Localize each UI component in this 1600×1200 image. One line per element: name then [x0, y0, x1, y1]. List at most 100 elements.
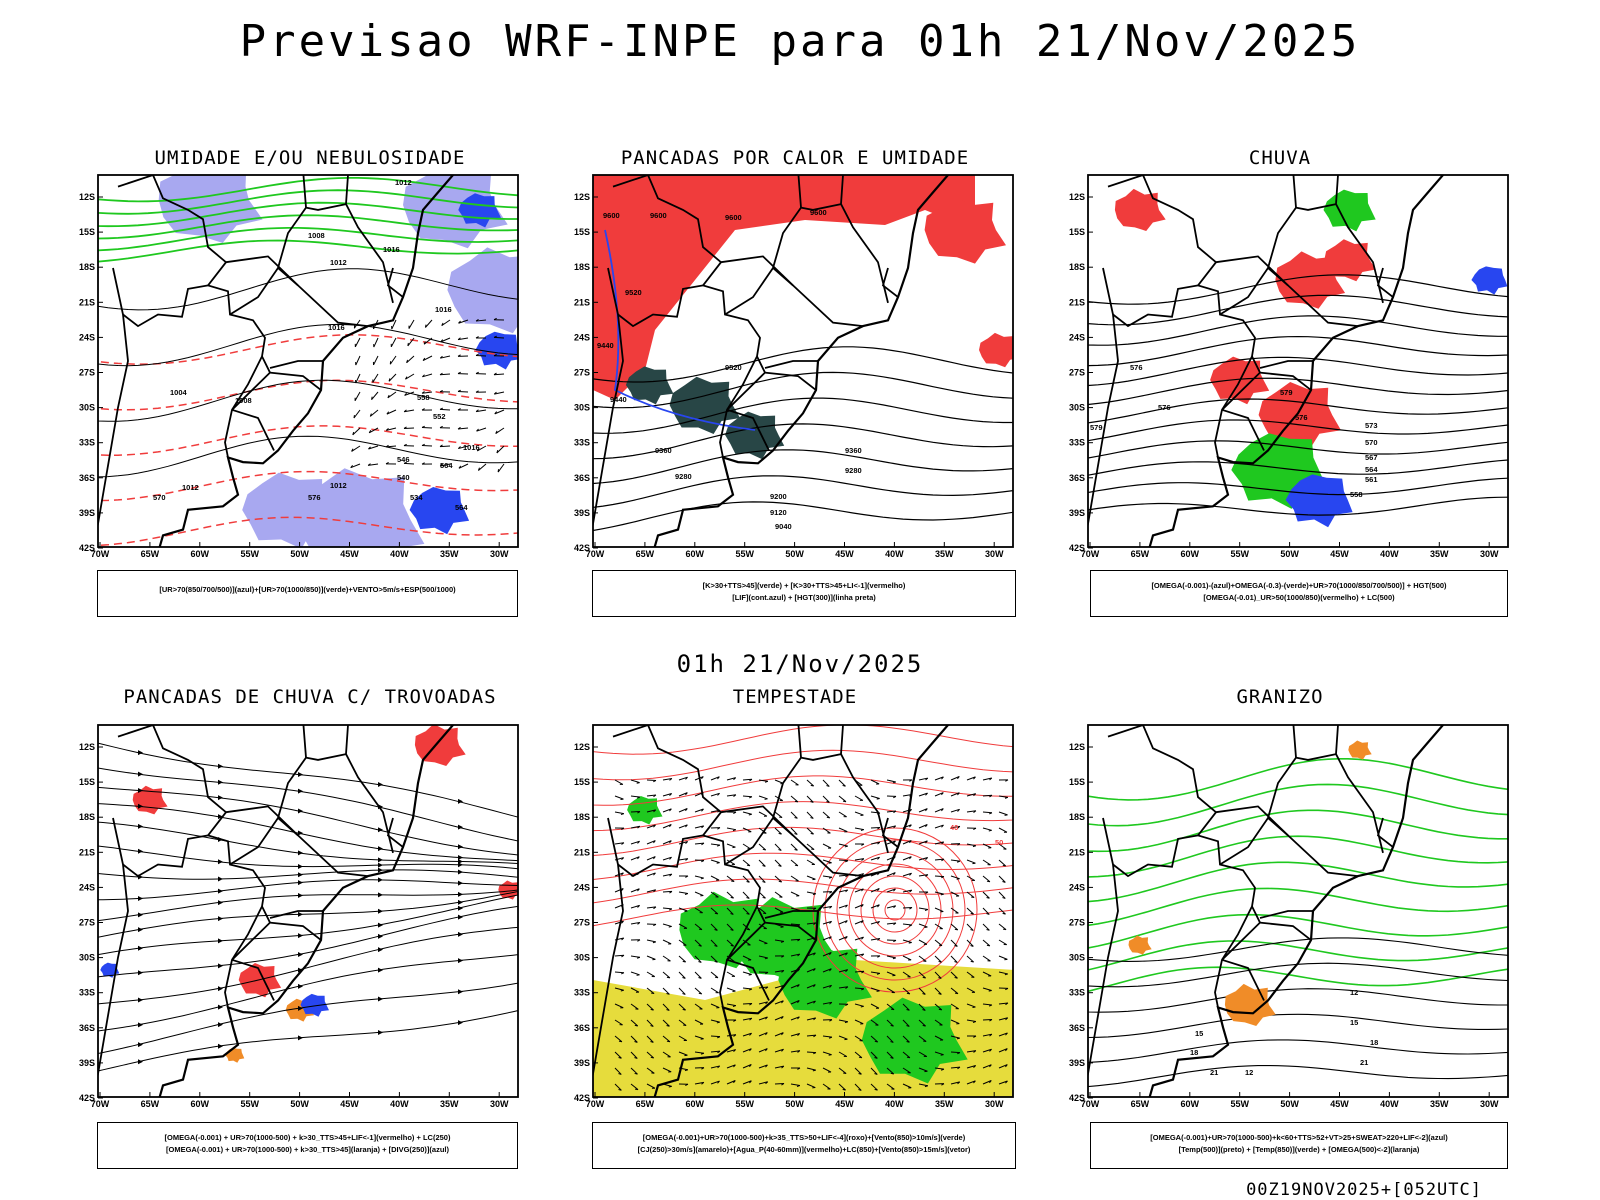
state-border	[1215, 805, 1289, 837]
contour-line	[593, 775, 1013, 806]
wind-vector	[422, 357, 426, 361]
wind-vector	[858, 1072, 862, 1075]
wind-vector	[765, 1064, 768, 1068]
state-border	[386, 817, 404, 848]
wind-vector	[838, 952, 848, 957]
lat-label: 36S	[79, 473, 95, 483]
contour-line	[872, 887, 918, 933]
map-tempestade: 40 50 12S 15S 18S 21S 24S 27S 30S 33S 36S 39S 42S70W…	[574, 724, 1014, 1109]
wind-vector	[982, 907, 990, 915]
wind-vector	[806, 968, 816, 973]
wind-vector	[982, 827, 992, 831]
state-border	[764, 360, 818, 369]
contour-line	[98, 214, 518, 240]
lat-label: 21S	[79, 847, 95, 857]
wind-vector	[966, 1080, 976, 1085]
wind-vector	[742, 971, 752, 976]
contour-label: 570	[1365, 438, 1378, 447]
wind-vector	[636, 782, 640, 784]
wind-vector	[790, 875, 799, 882]
wind-vector	[669, 840, 672, 844]
wind-vector	[844, 845, 848, 848]
map-layer	[98, 725, 518, 1097]
state-border	[1267, 817, 1359, 877]
wind-vector	[662, 987, 670, 995]
wind-vector	[630, 1019, 639, 1027]
wind-vector	[646, 794, 657, 797]
wind-vector	[940, 1068, 945, 1071]
wind-vector	[710, 971, 719, 979]
lon-label: 45W	[1330, 1099, 1349, 1109]
wind-vector	[682, 960, 686, 963]
state-border	[269, 360, 323, 369]
coastline	[653, 725, 950, 1097]
wind-vector	[497, 463, 505, 473]
wind-vector	[893, 922, 897, 926]
state-border	[1259, 921, 1312, 941]
wind-vector	[989, 777, 993, 781]
wind-vector	[950, 1081, 960, 1085]
legend-line: [OMEGA(-0.001)+UR>70(1000-500)+k<60+TTS>…	[1150, 1133, 1448, 1142]
wind-vector	[746, 913, 750, 915]
wind-vector	[637, 825, 641, 829]
wind-vector	[403, 462, 415, 465]
wind-vector	[666, 993, 670, 995]
wind-vector	[774, 1032, 784, 1037]
wind-vector	[986, 929, 990, 931]
wind-vector	[934, 1019, 943, 1026]
wind-vector	[950, 939, 958, 947]
wind-vector	[874, 1088, 878, 1091]
wind-vector	[746, 880, 750, 883]
wind-vector	[892, 957, 896, 960]
wind-vector	[922, 1009, 926, 1011]
wind-vector	[496, 445, 505, 454]
wind-vector	[781, 970, 785, 973]
wind-vector	[478, 463, 487, 471]
wind-vector	[876, 990, 880, 992]
wind-vector	[845, 1003, 849, 1007]
wind-vector	[797, 1016, 800, 1020]
wind-vector	[457, 390, 469, 393]
wind-vector	[493, 335, 497, 338]
wind-vector	[941, 1083, 945, 1086]
wind-vector	[716, 1021, 720, 1024]
map-layer: 1012 1008 1016 1012 1016 1016 1004 1008 1012 1016…	[98, 175, 518, 547]
wind-vector	[966, 810, 976, 813]
weather-area	[1348, 740, 1372, 760]
wind-vector	[749, 1064, 752, 1068]
wind-vector	[475, 390, 479, 393]
wind-vector	[391, 319, 397, 330]
contour-label: 40	[950, 823, 958, 832]
wind-vector	[372, 373, 379, 383]
wind-vector	[838, 859, 849, 862]
legend-line: [CJ(250)>30m/s](amarelo)+[Agua_P(40-60mm…	[637, 1145, 971, 1154]
run-timestamp: 00Z19NOV2025+[052UTC]	[1246, 1180, 1482, 1200]
wind-vector	[758, 1032, 768, 1037]
panel-granizo: GRANIZO	[1040, 686, 1520, 1156]
streamline-arrow	[378, 908, 383, 914]
wind-vector	[662, 840, 672, 845]
wind-vector	[966, 923, 974, 931]
wind-vector	[918, 939, 928, 945]
streamline	[98, 905, 518, 978]
wind-vector	[614, 1035, 623, 1043]
wind-vector	[457, 408, 461, 411]
wind-vector	[457, 446, 461, 449]
lon-label: 70W	[1081, 1099, 1100, 1109]
wind-vector	[421, 425, 425, 428]
contour-line	[1088, 335, 1508, 367]
wind-vector	[630, 1003, 639, 1010]
wind-vector	[422, 373, 433, 378]
wind-vector	[620, 989, 624, 992]
wind-vector	[822, 952, 832, 957]
wind-vector	[386, 427, 397, 431]
wind-vector	[858, 1089, 862, 1091]
wind-vector	[1003, 928, 1007, 931]
streamline-arrow	[138, 912, 143, 918]
wind-vector	[970, 912, 974, 915]
state-border	[1376, 817, 1394, 848]
wind-vector	[694, 907, 703, 914]
wind-vector	[854, 920, 864, 925]
contour-label: 546	[397, 455, 410, 464]
wind-vector	[678, 792, 688, 797]
